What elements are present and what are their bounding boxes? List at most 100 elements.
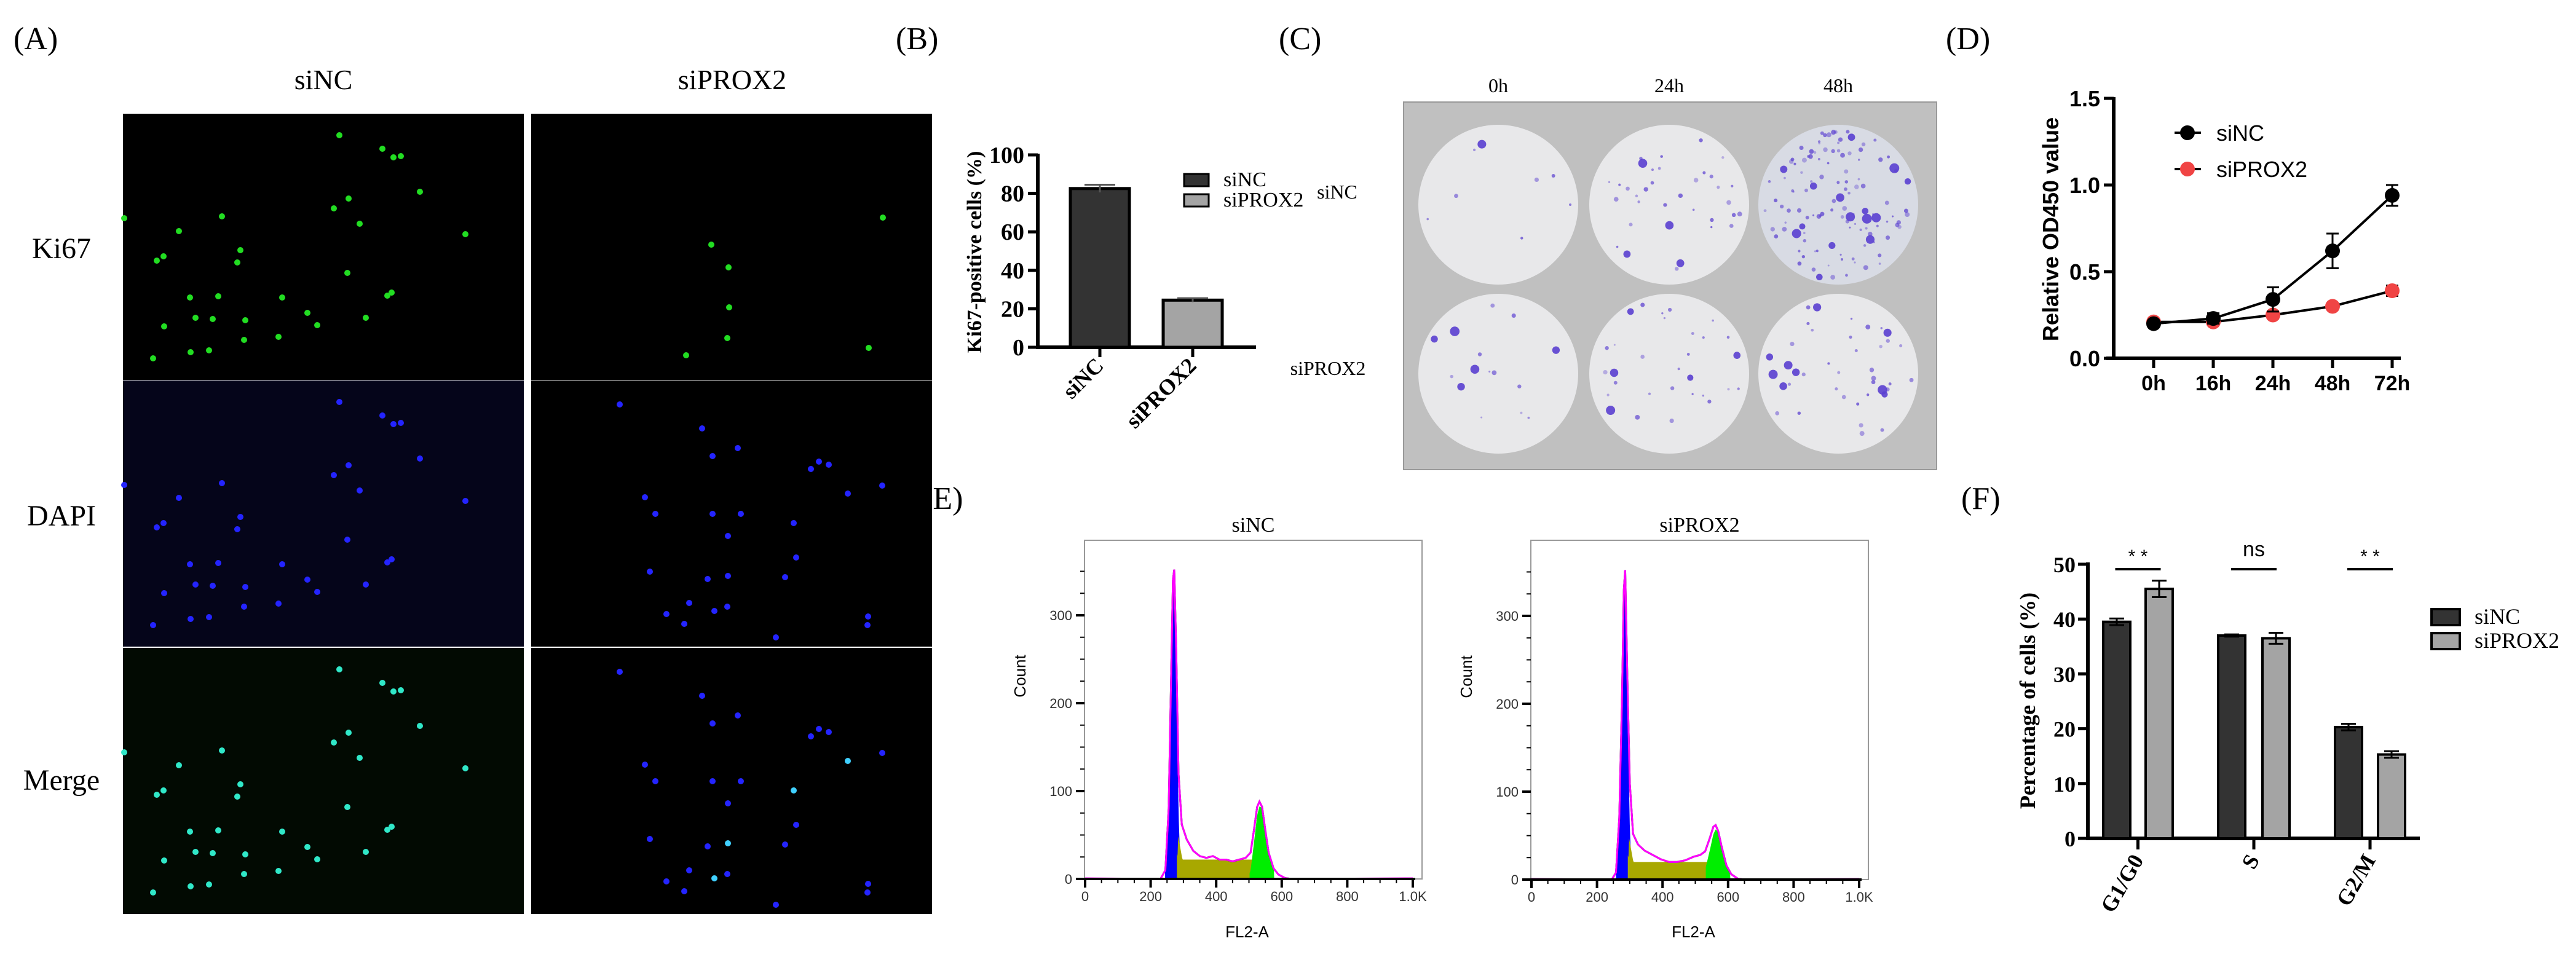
legend-swatch: [1183, 173, 1210, 187]
micrograph-siprox2-dapi: [531, 380, 932, 647]
x-tick-label: 48h: [2315, 372, 2351, 395]
colony: [1830, 208, 1834, 212]
time-header-48h: 48h: [1823, 74, 1853, 96]
cell-nucleus: [773, 634, 779, 640]
cell-nucleus: [398, 420, 404, 426]
x-tick-label: 72h: [2374, 372, 2411, 395]
legend-marker: [2180, 125, 2195, 140]
colony: [1863, 265, 1868, 270]
colony: [1774, 199, 1778, 203]
cell-nucleus: [210, 850, 216, 856]
colony: [1454, 194, 1458, 199]
y-tick-label: 40: [1001, 258, 1024, 284]
time-header-0h: 0h: [1488, 74, 1508, 96]
panel-label-A: (A): [14, 22, 58, 57]
x-tick-label: 200: [1586, 889, 1608, 905]
y-tick-label: 80: [1001, 181, 1024, 207]
x-tick-label: 200: [1139, 889, 1162, 904]
colony: [1871, 380, 1876, 385]
colony: [1693, 178, 1699, 183]
colony: [1878, 253, 1882, 258]
cell-nucleus: [241, 604, 247, 610]
colony: [1798, 250, 1801, 253]
cell-nucleus: [793, 554, 799, 561]
bar-siprox2: [1161, 298, 1224, 349]
model-fit-line: [1085, 569, 1413, 880]
cell-nucleus: [314, 856, 320, 862]
cell-nucleus: [154, 524, 160, 530]
colony: [1811, 328, 1814, 332]
colony: [1801, 157, 1807, 163]
culture-plate-siprox2-0h: [1418, 294, 1578, 454]
cell-nucleus: [642, 762, 648, 768]
colony: [1817, 157, 1820, 160]
culture-plate-sinc-48h: [1758, 125, 1918, 285]
significance-label: ns: [2243, 538, 2265, 561]
colony: [1886, 235, 1891, 240]
cell-nucleus: [187, 561, 193, 567]
chart-e-sinc: siNC 0 200 400 600 800 1.0K 0 100 200 300 FL2-A Coun…: [1011, 514, 1427, 941]
colony: [1426, 218, 1429, 221]
colony: [1717, 186, 1720, 189]
colony: [1871, 213, 1881, 223]
colony: [1618, 183, 1621, 186]
cell-nucleus: [652, 778, 658, 784]
cell-nucleus: [793, 822, 799, 828]
colony: [1812, 214, 1815, 216]
colony: [1903, 208, 1908, 213]
cell-nucleus: [234, 526, 240, 532]
colony: [1775, 411, 1780, 416]
colony: [1678, 193, 1683, 199]
colony: [1817, 140, 1821, 143]
cell-nucleus: [617, 401, 623, 408]
colony: [1731, 213, 1736, 218]
significance-label: * *: [2360, 546, 2380, 567]
y-axis-label: Count: [1011, 655, 1029, 698]
colony: [1865, 325, 1871, 329]
cell-nucleus: [389, 556, 395, 562]
cell-nucleus: [357, 755, 363, 761]
colony: [1737, 211, 1742, 217]
colony: [1887, 155, 1891, 159]
cell-nucleus: [160, 787, 167, 794]
colony: [1823, 133, 1827, 138]
cell-nucleus: [121, 749, 127, 755]
colony: [1831, 149, 1835, 154]
cell-nucleus: [242, 584, 248, 590]
colony: [1766, 353, 1774, 361]
colony: [1803, 238, 1807, 243]
cell-nucleus: [336, 399, 342, 405]
colony: [1844, 169, 1849, 174]
cell-nucleus: [389, 824, 395, 830]
colony: [1450, 326, 1460, 336]
colony: [1707, 400, 1712, 404]
cell-nucleus: [845, 490, 851, 497]
cell-nucleus: [417, 189, 423, 195]
cell-nucleus: [363, 849, 369, 855]
colony: [1809, 182, 1817, 190]
colony: [1827, 362, 1830, 365]
colony: [1710, 226, 1713, 229]
bar-sinc: [1069, 187, 1131, 349]
cell-nucleus: [462, 498, 468, 504]
x-tick-label: 0h: [2141, 372, 2166, 395]
cell-nucleus: [864, 622, 871, 628]
cell-nucleus: [816, 726, 822, 732]
legend-marker: [2180, 162, 2195, 176]
legend-label: siNC: [2475, 604, 2520, 629]
cell-nucleus: [879, 482, 885, 489]
colony: [1800, 171, 1803, 174]
colony: [1670, 386, 1675, 390]
colony: [1823, 147, 1828, 152]
colony: [1873, 138, 1877, 142]
colony: [1860, 183, 1866, 189]
cell-nucleus: [808, 733, 814, 739]
colony: [1868, 231, 1873, 237]
colony: [1635, 414, 1640, 420]
legend-label: siPROX2: [2216, 157, 2307, 182]
colony: [1799, 223, 1806, 230]
colony: [1663, 203, 1667, 207]
cell-nucleus: [705, 576, 711, 582]
colony: [1605, 346, 1609, 350]
y-tick-label: 100: [989, 143, 1024, 168]
